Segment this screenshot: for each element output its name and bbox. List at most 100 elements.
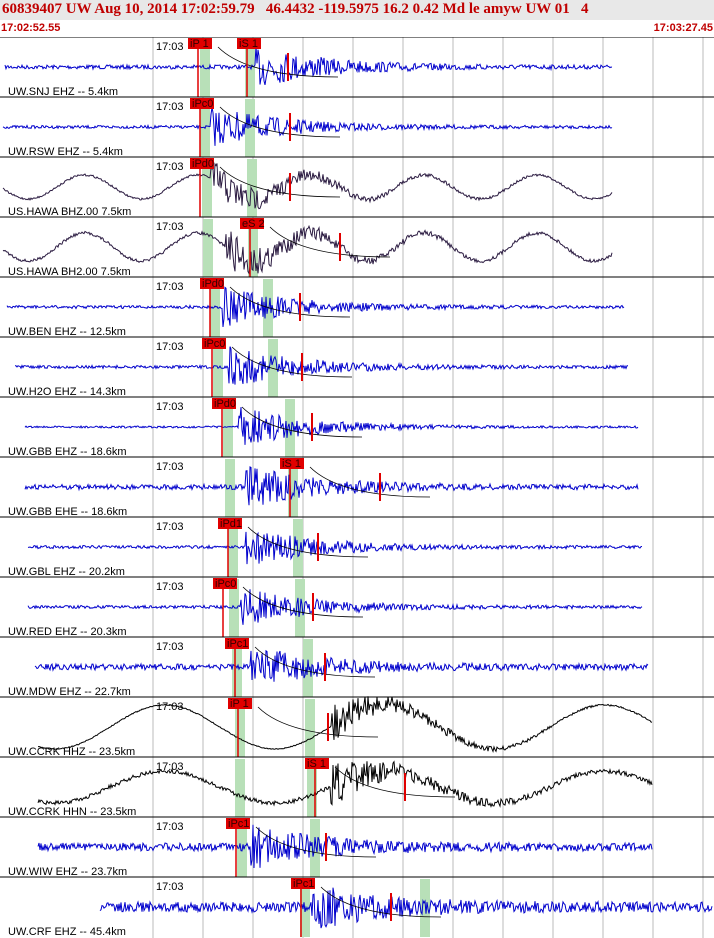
pick-label: iPc1 bbox=[228, 818, 249, 830]
pick-label: iPd0 bbox=[202, 278, 224, 290]
waveform bbox=[38, 696, 653, 754]
pick-box bbox=[305, 758, 329, 769]
travel-curve bbox=[231, 346, 353, 378]
time-label: 17:03 bbox=[156, 461, 184, 473]
waveform bbox=[24, 466, 639, 506]
waveform bbox=[2, 224, 613, 275]
station-label: UW.CRF EHZ -- 45.4km bbox=[8, 926, 126, 938]
pick-box bbox=[291, 878, 315, 889]
time-label: 17:03 bbox=[156, 41, 184, 53]
travel-curve bbox=[269, 226, 391, 258]
arrival-band bbox=[245, 99, 255, 157]
time-label: 17:03 bbox=[156, 761, 184, 773]
arrival-band bbox=[303, 639, 313, 697]
arrival-band bbox=[229, 579, 239, 637]
waveform bbox=[4, 45, 613, 86]
waveform bbox=[37, 824, 653, 869]
pick-label: eS 2 bbox=[242, 218, 265, 230]
pick-label: iS 1 bbox=[282, 458, 301, 470]
pick-box bbox=[240, 218, 264, 229]
arrival-band bbox=[203, 219, 213, 277]
pick-box bbox=[228, 698, 252, 709]
pick-box bbox=[213, 578, 237, 589]
travel-curve bbox=[320, 886, 442, 918]
travel-curve bbox=[334, 766, 456, 798]
time-label: 17:03 bbox=[156, 521, 184, 533]
station-label: UW.BEN EHZ -- 12.5km bbox=[8, 326, 126, 338]
arrival-band bbox=[307, 759, 317, 817]
pick-label: iPc0 bbox=[192, 98, 213, 110]
pick-label: iPd1 bbox=[220, 518, 242, 530]
pick-label: iS 1 bbox=[307, 758, 326, 770]
pick-label: iP 1 bbox=[230, 698, 249, 710]
pick-label: iPd0 bbox=[214, 398, 236, 410]
pick-label: iS 1 bbox=[239, 38, 258, 50]
event-title: 60839407 UW Aug 10, 2014 17:02:59.79 46.… bbox=[2, 1, 589, 17]
station-label: UW.CCRK HHZ -- 23.5km bbox=[8, 746, 135, 758]
travel-curve bbox=[257, 706, 379, 738]
waveform bbox=[27, 589, 643, 625]
start-time: 17:02:52.55 bbox=[1, 22, 61, 34]
travel-curve bbox=[254, 646, 376, 678]
arrival-band bbox=[235, 759, 245, 817]
pick-label: iPc0 bbox=[215, 578, 236, 590]
station-label: UW.GBL EHZ -- 20.2km bbox=[8, 566, 125, 578]
waveform bbox=[2, 107, 613, 146]
arrival-band bbox=[223, 399, 233, 457]
travel-curve bbox=[241, 406, 363, 438]
travel-curve bbox=[309, 466, 431, 498]
pick-box bbox=[212, 398, 236, 409]
time-label: 17:03 bbox=[156, 401, 184, 413]
pick-box bbox=[188, 38, 212, 49]
station-label: UW.GBB EHE -- 18.6km bbox=[8, 506, 127, 518]
time-label: 17:03 bbox=[156, 101, 184, 113]
time-label: 17:03 bbox=[156, 881, 184, 893]
pick-box bbox=[202, 338, 226, 349]
waveform bbox=[6, 286, 625, 328]
pick-box bbox=[237, 38, 261, 49]
station-label: UW.H2O EHZ -- 14.3km bbox=[8, 386, 126, 398]
pick-label: iPc0 bbox=[204, 338, 225, 350]
waveform bbox=[37, 760, 653, 808]
travel-curve bbox=[247, 526, 369, 558]
station-label: US.HAWA BH2.00 7.5km bbox=[8, 266, 131, 278]
travel-curve bbox=[219, 166, 341, 198]
pick-label: iPc1 bbox=[227, 638, 248, 650]
arrival-band bbox=[288, 459, 298, 517]
time-label: 17:03 bbox=[156, 161, 184, 173]
pick-label: iPc1 bbox=[293, 878, 314, 890]
arrival-band bbox=[305, 699, 315, 757]
travel-curve bbox=[242, 586, 364, 618]
pick-box bbox=[225, 638, 249, 649]
end-time: 17:03:27.45 bbox=[653, 22, 713, 34]
station-label: UW.RSW EHZ -- 5.4km bbox=[8, 146, 123, 158]
arrival-band bbox=[202, 159, 212, 217]
time-label: 17:03 bbox=[156, 701, 184, 713]
time-label: 17:03 bbox=[156, 281, 184, 293]
waveform bbox=[2, 162, 613, 210]
pick-label: iP 1 bbox=[190, 38, 209, 50]
pick-label: iPd0 bbox=[192, 158, 214, 170]
waveform bbox=[34, 649, 649, 682]
station-label: UW.WIW EHZ -- 23.7km bbox=[8, 866, 127, 878]
arrival-band bbox=[420, 879, 430, 937]
station-label: UW.RED EHZ -- 20.3km bbox=[8, 626, 127, 638]
arrival-band bbox=[248, 219, 258, 277]
time-label: 17:03 bbox=[156, 221, 184, 233]
station-label: UW.MDW EHZ -- 22.7km bbox=[8, 686, 131, 698]
arrival-band bbox=[225, 459, 235, 517]
waveform bbox=[27, 531, 643, 565]
pick-box bbox=[200, 278, 224, 289]
station-label: US.HAWA BHZ.00 7.5km bbox=[8, 206, 131, 218]
waveform bbox=[99, 887, 713, 929]
station-label: UW.CCRK HHN -- 23.5km bbox=[8, 806, 136, 818]
time-label: 17:03 bbox=[156, 581, 184, 593]
time-label: 17:03 bbox=[156, 821, 184, 833]
travel-curve bbox=[255, 826, 377, 858]
pick-box bbox=[280, 458, 304, 469]
travel-curve bbox=[219, 106, 341, 138]
travel-curve bbox=[229, 286, 351, 318]
time-label: 17:03 bbox=[156, 641, 184, 653]
station-label: UW.SNJ EHZ -- 5.4km bbox=[8, 86, 118, 98]
